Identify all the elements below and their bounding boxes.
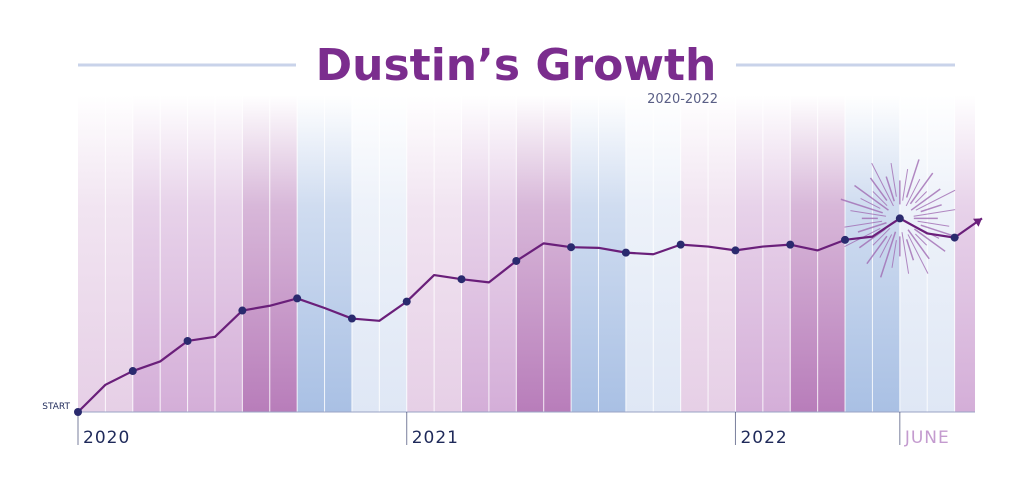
data-point (512, 256, 521, 265)
burst-ray (915, 233, 928, 246)
burst-ray (915, 191, 928, 204)
series-arrowhead (973, 218, 982, 227)
data-point (786, 240, 795, 249)
burst-ray (905, 159, 920, 198)
data-point (74, 408, 82, 416)
data-point (457, 275, 466, 284)
data-point (676, 240, 685, 249)
data-markers (74, 214, 959, 416)
data-point (183, 336, 192, 345)
burst-ray (866, 235, 888, 265)
data-point (293, 294, 302, 303)
series-line-group (77, 217, 983, 413)
burst-ray (860, 197, 881, 209)
burst-ray (915, 189, 956, 211)
year-label: 2021 (412, 428, 459, 448)
year-label: 2020 (83, 428, 130, 448)
burst-ray (872, 191, 888, 207)
data-point (621, 248, 630, 257)
chart-subtitle: 2020-2022 (647, 92, 718, 107)
burst-ray (905, 178, 921, 207)
burst-ray (920, 204, 942, 213)
burst-ray (854, 184, 889, 211)
burst-ray (913, 228, 946, 252)
burst-ray (879, 231, 897, 278)
start-label: START (42, 402, 70, 412)
highlight-burst (840, 159, 960, 278)
data-point (841, 235, 850, 244)
burst-ray (907, 234, 929, 274)
data-point (402, 297, 411, 306)
burst-ray (905, 239, 915, 261)
year-ticks: 2020 2021 2022 JUNE (77, 412, 950, 448)
burst-ray (909, 172, 934, 205)
burst-ray (910, 188, 941, 211)
burst-ray (850, 210, 887, 217)
chart-title: Dustin’s Growth (316, 40, 717, 91)
data-point (347, 314, 356, 323)
burst-ray (890, 163, 897, 197)
burst-ray (844, 220, 883, 228)
burst-ray (902, 168, 909, 201)
data-point (950, 233, 959, 242)
burst-ray (891, 240, 897, 268)
burst-ray (901, 232, 910, 274)
burst-ray (872, 227, 891, 246)
data-point (895, 214, 904, 223)
burst-ray (840, 198, 883, 214)
data-point (128, 367, 137, 376)
burst-ray (869, 177, 888, 202)
data-point (238, 306, 247, 315)
year-label: JUNE (904, 428, 950, 448)
burst-ray (879, 234, 893, 258)
burst-ray (871, 162, 894, 207)
data-point (731, 246, 740, 255)
year-label: 2022 (740, 428, 787, 448)
burst-ray (917, 220, 950, 227)
burst-ray (913, 209, 956, 217)
data-point (567, 243, 576, 252)
series-line (77, 217, 983, 413)
burst-ray (907, 229, 930, 260)
background-band (954, 95, 975, 412)
burst-ray (857, 222, 887, 233)
burst-ray (885, 176, 895, 202)
